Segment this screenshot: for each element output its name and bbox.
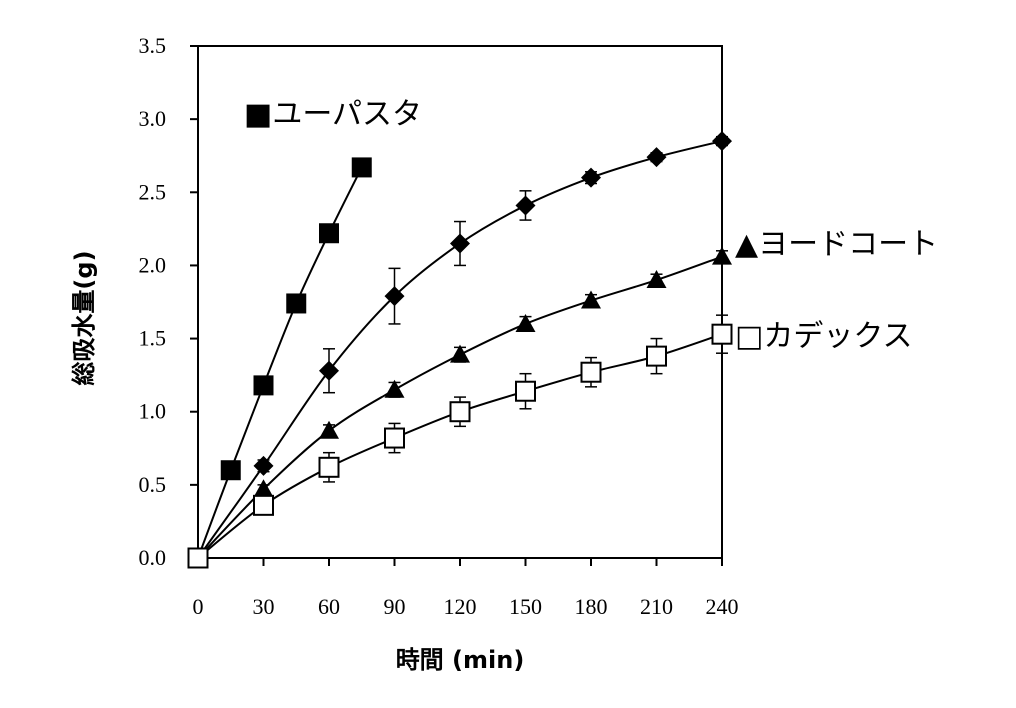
diamond-marker: [319, 360, 339, 381]
triangle-marker: [450, 344, 470, 363]
y-axis-label: 総吸水量(g): [70, 250, 98, 385]
x-axis-ticks: 0 30 60 90 120 150 180 210 240: [193, 558, 739, 619]
y-tick-label: 3.0: [139, 106, 167, 131]
x-tick-label: 210: [640, 594, 673, 619]
legend-cadex: □カデックス: [735, 319, 912, 354]
y-tick-label: 1.0: [139, 399, 167, 424]
open-square-marker: [187, 547, 209, 569]
series-line: [197, 140, 723, 559]
square-marker: [286, 293, 307, 314]
open-square-marker: [515, 380, 536, 402]
series-2: [188, 246, 732, 566]
square-marker: [253, 375, 274, 396]
triangle-marker: [581, 290, 601, 309]
diamond-marker: [253, 455, 274, 476]
diamond-marker: [712, 131, 732, 152]
open-square-marker: [318, 456, 340, 478]
square-marker: [319, 223, 339, 244]
series-layer: [187, 131, 733, 569]
triangle-marker: [515, 313, 536, 332]
triangle-marker: [712, 246, 732, 265]
legend-yupasta: ■ユーパスタ: [244, 97, 422, 132]
diamond-marker: [384, 286, 405, 307]
diamond-marker: [646, 147, 667, 168]
open-square-marker: [711, 323, 733, 345]
x-tick-label: 90: [384, 594, 406, 619]
square-marker: [351, 157, 372, 178]
open-square-marker: [580, 361, 602, 383]
diamond-marker: [450, 233, 470, 254]
x-axis-label: 時間 (min): [396, 646, 525, 674]
x-tick-label: 150: [509, 594, 542, 619]
triangle-marker: [319, 420, 339, 439]
series-3: [187, 314, 733, 569]
x-tick-label: 120: [444, 594, 477, 619]
y-tick-label: 0.0: [139, 545, 167, 570]
y-tick-label: 2.0: [139, 252, 167, 277]
triangle-marker: [384, 379, 405, 398]
series-0: [188, 157, 372, 568]
legend-iodocoat: ▲ヨードコート: [735, 227, 938, 262]
open-square-marker: [384, 427, 405, 449]
diamond-marker: [515, 195, 536, 216]
open-square-marker: [253, 494, 274, 516]
x-tick-label: 30: [253, 594, 275, 619]
y-axis-ticks: 0.0 0.5 1.0 1.5 2.0 2.5 3.0 3.5: [139, 33, 198, 570]
y-tick-label: 1.5: [139, 326, 167, 351]
x-tick-label: 60: [318, 594, 340, 619]
x-tick-label: 240: [706, 594, 739, 619]
y-tick-label: 0.5: [139, 472, 167, 497]
open-square-marker: [449, 401, 471, 423]
triangle-marker: [646, 270, 667, 289]
y-tick-label: 2.5: [139, 179, 167, 204]
x-tick-label: 0: [193, 594, 204, 619]
triangle-marker: [253, 479, 274, 498]
x-tick-label: 180: [575, 594, 608, 619]
y-tick-label: 3.5: [139, 33, 167, 58]
diamond-marker: [581, 167, 601, 188]
square-marker: [220, 460, 241, 481]
open-square-marker: [646, 345, 667, 367]
